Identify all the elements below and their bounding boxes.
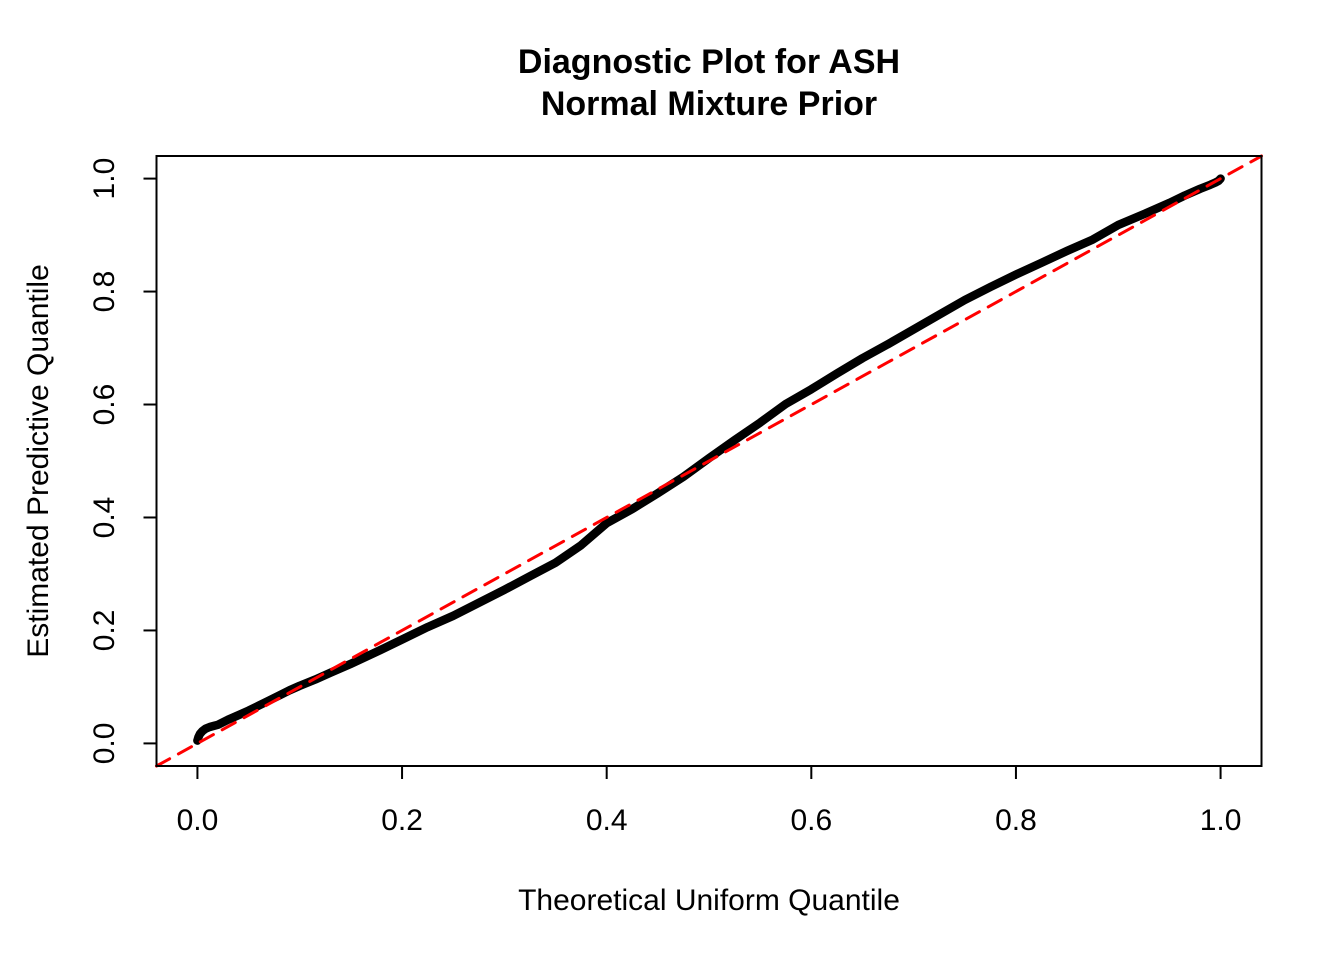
estimated-predictive-quantiles-line	[193, 174, 1225, 745]
plot-box	[155, 155, 1263, 767]
x-axis-label: Theoretical Uniform Quantile	[518, 884, 900, 917]
y-tick-label: 0.2	[88, 610, 121, 652]
x-tick-label: 0.6	[790, 804, 832, 837]
series-layer	[155, 154, 1263, 768]
x-tick-label: 1.0	[1200, 804, 1242, 837]
y-tick-label: 0.8	[88, 271, 121, 313]
chart-title-line2: Normal Mixture Prior	[541, 85, 877, 123]
chart-title-line1: Diagnostic Plot for ASH	[518, 43, 900, 81]
y-axis-label: Estimated Predictive Quantile	[22, 264, 55, 658]
x-tick-label: 0.0	[177, 804, 219, 837]
y-tick-label: 1.0	[88, 158, 121, 200]
y-tick-label: 0.0	[88, 723, 121, 765]
y-tick-label: 0.4	[88, 497, 121, 539]
x-tick-label: 0.8	[995, 804, 1037, 837]
y-tick-label: 0.6	[88, 384, 121, 426]
x-axis-ticks: 0.0 0.2 0.4 0.6 0.8 1.0	[177, 767, 1242, 837]
x-tick-label: 0.4	[586, 804, 628, 837]
x-tick-label: 0.2	[381, 804, 423, 837]
reference-diagonal-line	[155, 154, 1263, 768]
y-axis-ticks: 0.0 0.2 0.4 0.6 0.8 1.0	[88, 158, 156, 765]
